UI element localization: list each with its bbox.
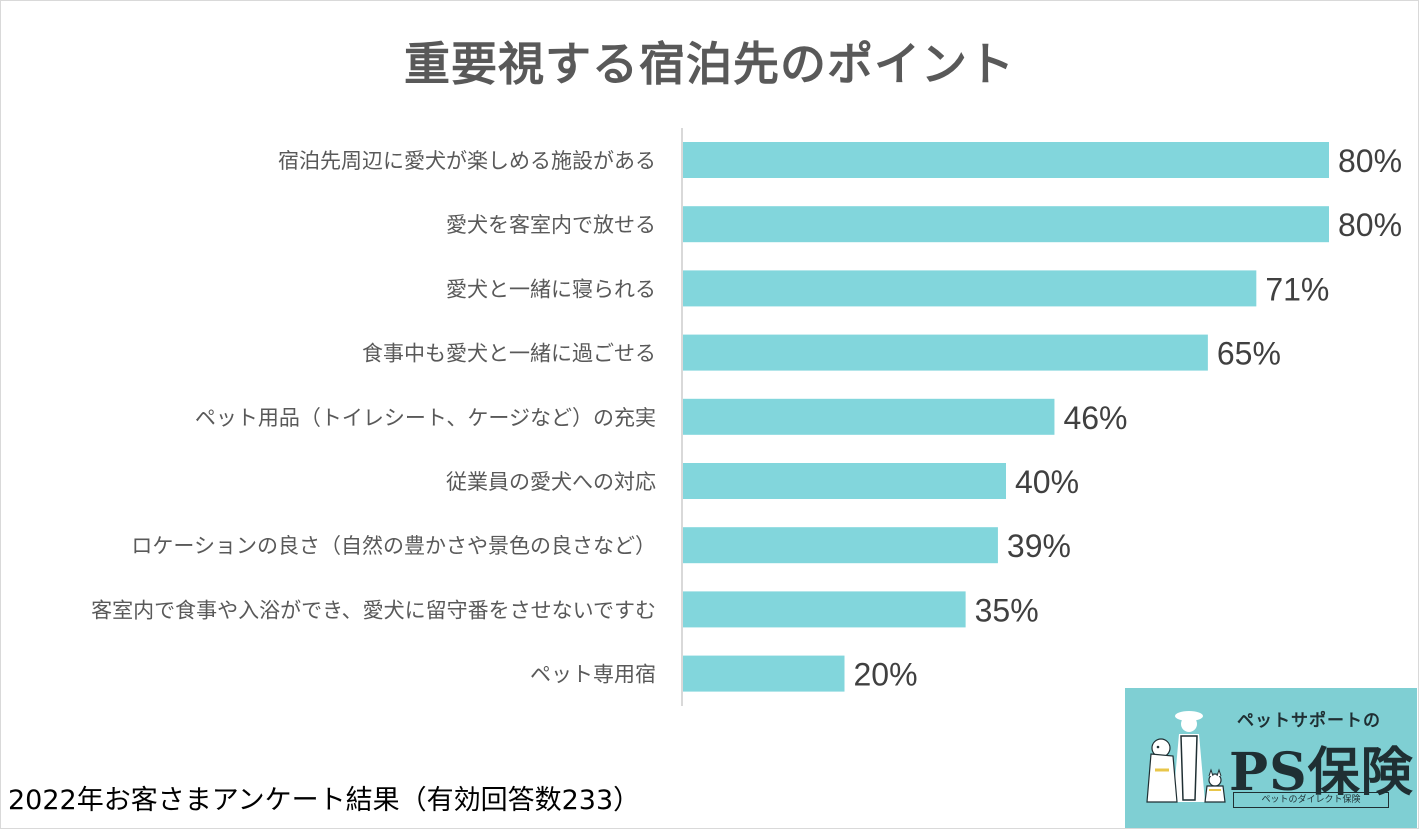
category-label: 客室内で食事や入浴ができ、愛犬に留守番をさせないですむ — [91, 598, 656, 622]
category-label: ペット用品（トイレシート、ケージなど）の充実 — [195, 406, 656, 430]
category-label: 愛犬を客室内で放せる — [446, 213, 656, 237]
bar — [683, 334, 1208, 371]
ps-insurance-logo[interactable]: ペットサポートの PS保険 ペットのダイレクト保険 — [1125, 688, 1417, 828]
data-label: 35% — [975, 592, 1039, 628]
data-label: 71% — [1265, 271, 1329, 307]
data-label: 40% — [1015, 464, 1079, 500]
bar — [683, 591, 966, 628]
bar — [683, 655, 845, 692]
category-label: 食事中も愛犬と一緒に過ごせる — [362, 342, 656, 366]
data-label: 39% — [1007, 528, 1071, 564]
category-label: 宿泊先周辺に愛犬が楽しめる施設がある — [278, 149, 656, 173]
category-label: ペット専用宿 — [530, 663, 656, 687]
data-label: 20% — [854, 657, 918, 693]
logo-subtitle: ペットサポートの — [1237, 711, 1381, 731]
data-label: 80% — [1338, 207, 1402, 243]
chart-title: 重要視する宿泊先のポイント — [404, 37, 1015, 91]
bar — [683, 398, 1055, 435]
category-label: 愛犬と一緒に寝られる — [446, 277, 656, 301]
bar — [683, 270, 1257, 307]
logo-tagline: ペットのダイレクト保険 — [1233, 792, 1389, 808]
bar — [683, 142, 1329, 178]
category-label: ロケーションの良さ（自然の豊かさや景色の良さなど） — [131, 534, 656, 558]
data-label: 46% — [1063, 400, 1127, 436]
data-label: 80% — [1338, 143, 1402, 179]
category-label: 従業員の愛犬への対応 — [446, 470, 656, 494]
bar — [683, 463, 1006, 499]
bar — [683, 527, 998, 564]
survey-footnote: 2022年お客さまアンケート結果（有効回答数233） — [8, 785, 641, 816]
dog-silhouette-icon — [1146, 711, 1226, 803]
data-label: 65% — [1217, 336, 1281, 372]
bar — [683, 206, 1329, 243]
